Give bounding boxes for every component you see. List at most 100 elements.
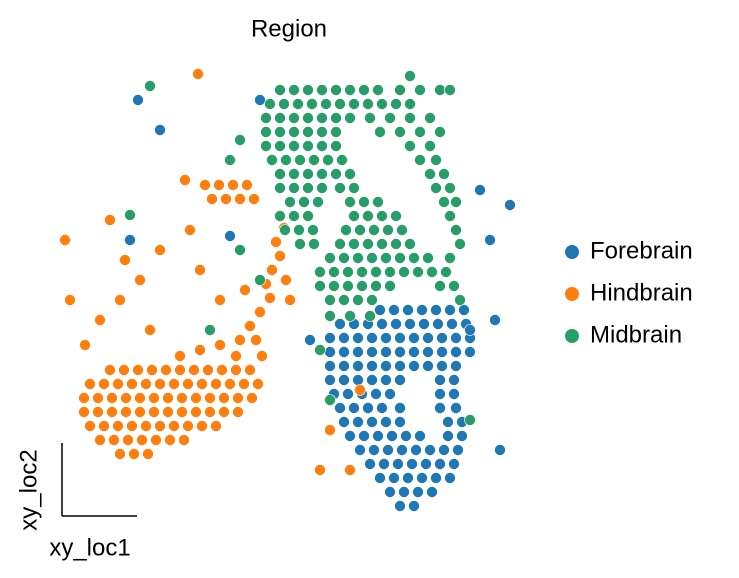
point <box>414 154 426 166</box>
point <box>168 378 180 390</box>
point <box>328 280 340 292</box>
point <box>330 168 342 180</box>
point <box>450 196 462 208</box>
point <box>260 126 272 138</box>
point <box>316 182 328 194</box>
point <box>246 392 258 404</box>
point <box>154 378 166 390</box>
point <box>274 140 286 152</box>
point <box>450 224 462 236</box>
point <box>250 334 262 346</box>
point <box>302 126 314 138</box>
point <box>370 266 382 278</box>
point <box>213 179 225 191</box>
point <box>422 360 434 372</box>
point <box>84 378 96 390</box>
point <box>352 294 364 306</box>
point <box>92 392 104 404</box>
point <box>324 252 336 264</box>
point <box>352 332 364 344</box>
point <box>384 388 396 400</box>
point <box>438 168 450 180</box>
point <box>302 112 314 124</box>
point <box>400 430 412 442</box>
point <box>308 154 320 166</box>
point <box>366 416 378 428</box>
point <box>404 140 416 152</box>
point <box>214 339 226 351</box>
point <box>274 168 286 180</box>
point <box>148 392 160 404</box>
point <box>394 346 406 358</box>
point <box>416 472 428 484</box>
point <box>402 304 414 316</box>
point <box>192 68 204 80</box>
point <box>280 154 292 166</box>
point <box>380 252 392 264</box>
point <box>324 346 336 358</box>
point <box>392 458 404 470</box>
point <box>438 196 450 208</box>
point <box>227 179 239 191</box>
point <box>444 472 456 484</box>
point <box>432 318 444 330</box>
point <box>140 420 152 432</box>
point <box>384 280 396 292</box>
point <box>448 458 460 470</box>
point <box>338 294 350 306</box>
point <box>408 252 420 264</box>
point <box>420 458 432 470</box>
point <box>176 406 188 418</box>
legend-marker <box>565 287 579 301</box>
point <box>164 434 176 446</box>
point <box>386 430 398 442</box>
point <box>160 364 172 376</box>
point <box>408 332 420 344</box>
point <box>442 430 454 442</box>
point <box>358 196 370 208</box>
point <box>134 274 146 286</box>
point <box>78 406 90 418</box>
point <box>324 394 336 406</box>
point <box>362 402 374 414</box>
point <box>302 182 314 194</box>
point <box>274 210 286 222</box>
point <box>352 360 364 372</box>
point <box>106 392 118 404</box>
point <box>252 378 264 390</box>
point <box>302 168 314 180</box>
point <box>434 280 446 292</box>
point <box>358 430 370 442</box>
point <box>464 414 476 426</box>
point <box>348 182 360 194</box>
point <box>394 500 406 512</box>
point <box>126 420 138 432</box>
point <box>134 406 146 418</box>
point <box>354 384 366 396</box>
point <box>372 84 384 96</box>
point <box>266 264 278 276</box>
point <box>241 179 253 191</box>
point <box>382 444 394 456</box>
point <box>146 364 158 376</box>
point <box>434 458 446 470</box>
legend-label: Midbrain <box>590 321 682 348</box>
point <box>440 266 452 278</box>
point <box>352 252 364 264</box>
point <box>274 112 286 124</box>
point <box>190 406 202 418</box>
point <box>162 392 174 404</box>
point <box>324 332 336 344</box>
point <box>364 112 376 124</box>
point <box>338 332 350 344</box>
point <box>188 364 200 376</box>
point <box>342 388 354 400</box>
legend-label: Hindbrain <box>590 279 693 306</box>
point <box>414 430 426 442</box>
point <box>446 318 458 330</box>
point <box>302 84 314 96</box>
point <box>436 332 448 344</box>
point <box>376 238 388 250</box>
point <box>307 224 319 236</box>
point <box>362 238 374 250</box>
